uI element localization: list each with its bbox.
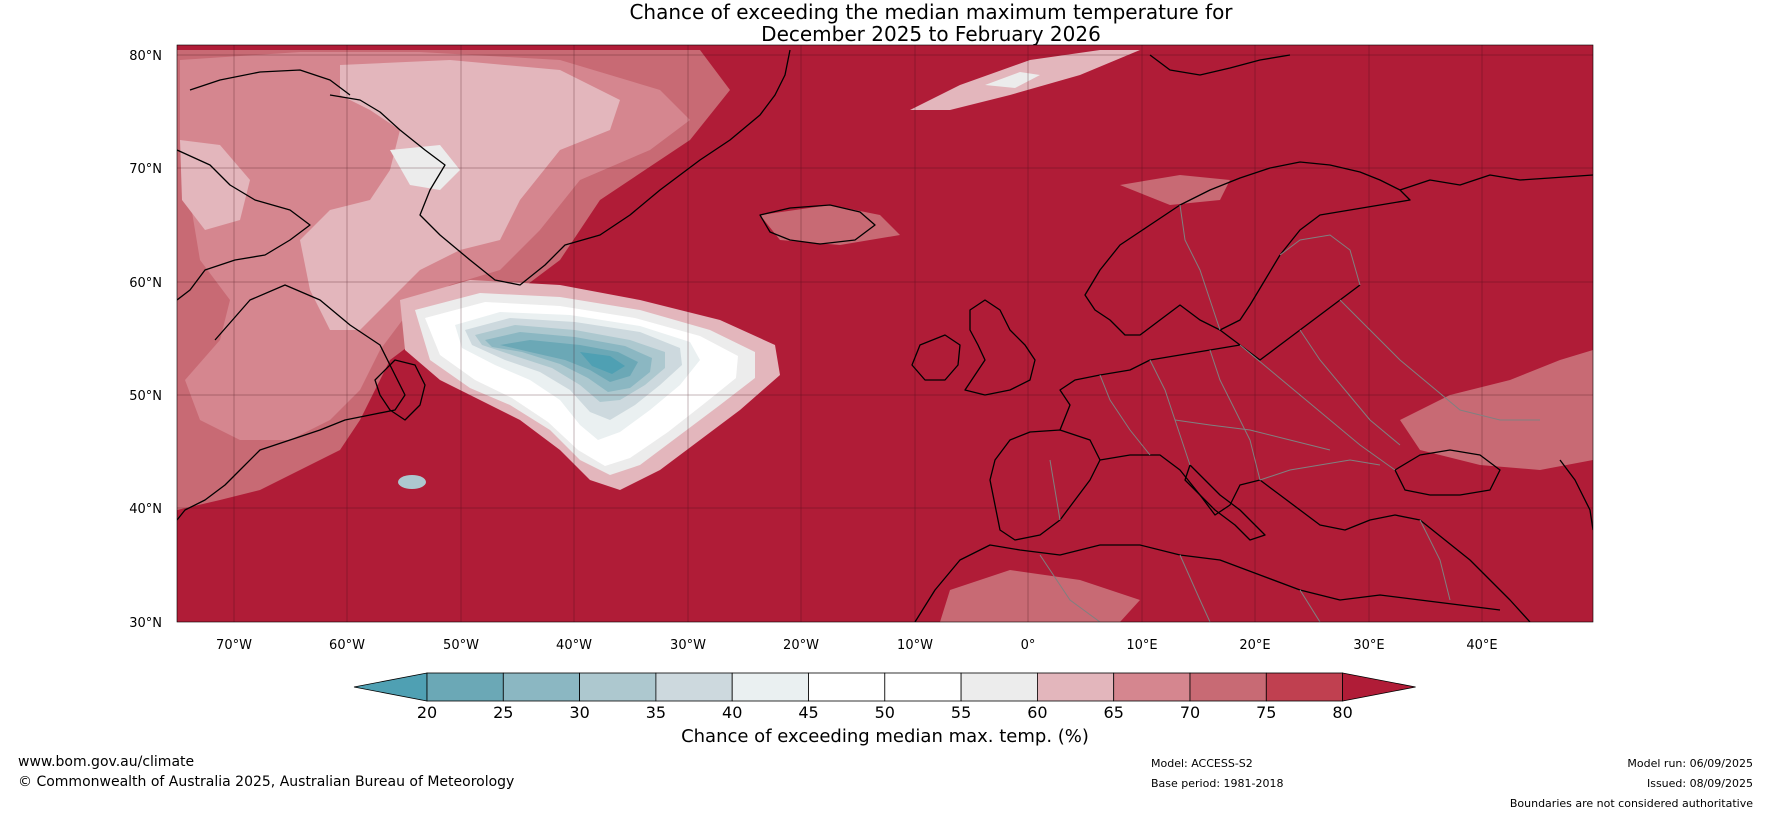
colorbar-segment: [579, 672, 657, 702]
lon-label: 30°E: [1353, 638, 1384, 653]
colorbar-tick-label: 65: [1104, 703, 1124, 722]
colorbar-segment: [655, 672, 733, 702]
colorbar-segment: [1037, 672, 1115, 702]
colorbar-tick-label: 30: [569, 703, 589, 722]
contour-60-greenland: [300, 60, 620, 330]
disclaimer-text: Boundaries are not considered authoritat…: [1509, 797, 1753, 810]
lon-label: 40°W: [556, 638, 592, 653]
issued-text: Issued: 08/09/2025: [1646, 777, 1753, 790]
lon-label: 20°W: [783, 638, 819, 653]
colorbar-tick-label: 25: [493, 703, 513, 722]
copyright-text: © Commonwealth of Australia 2025, Austra…: [18, 774, 515, 790]
colorbar-tick-label: 20: [417, 703, 437, 722]
map-gridlines: [177, 45, 1593, 622]
coast-scandinavia: [1084, 161, 1411, 336]
contour-55-arctic: [985, 72, 1040, 88]
base-period-text: Base period: 1981-2018: [1151, 777, 1284, 790]
lon-label: 0°: [1021, 638, 1036, 653]
lon-label: 20°E: [1239, 638, 1270, 653]
contour-70-iceland: [760, 205, 900, 245]
coast-labrador: [177, 284, 406, 521]
colorbar-tick-label: 40: [722, 703, 742, 722]
colorbar-segment: [960, 672, 1038, 702]
coast-black-sea: [1394, 449, 1501, 496]
map-frame: [176, 44, 1594, 623]
lon-label: 10°W: [897, 638, 933, 653]
coast-ireland: [911, 334, 961, 381]
contour-70-north-africa: [940, 570, 1140, 622]
colorbar-label: Chance of exceeding median max. temp. (%…: [681, 726, 1089, 747]
lat-label: 80°N: [129, 49, 162, 64]
colorbar-segment: [426, 672, 504, 702]
colorbar-ticks: 20 25 30 35 40 45 50 55 60 65 70 75 80: [417, 703, 1353, 722]
model-text: Model: ACCESS-S2: [1151, 757, 1253, 770]
coast-caspian: [1559, 459, 1593, 531]
colorbar-segment: [884, 672, 962, 702]
colorbar-segment: [731, 672, 809, 702]
lon-label: 60°W: [329, 638, 365, 653]
colorbar-segment: [1189, 672, 1267, 702]
chart-title-line1: Chance of exceeding the median maximum t…: [629, 0, 1233, 24]
colorbar-extension-high: [1342, 672, 1416, 702]
contour-25-atlantic: [500, 340, 638, 382]
contour-20-atlantic: [580, 352, 625, 374]
colorbar-tick-label: 70: [1180, 703, 1200, 722]
colorbar-extension-low: [353, 672, 428, 702]
coast-italy: [1184, 464, 1266, 541]
contour-55-greenland: [390, 145, 460, 190]
coast-greenland: [329, 49, 791, 286]
probability-contours: [177, 50, 1593, 622]
colorbar-tick-label: 75: [1256, 703, 1276, 722]
lon-label: 30°W: [670, 638, 706, 653]
coast-great-britain: [964, 299, 1036, 396]
colorbar-segment: [1265, 672, 1344, 702]
colorbar-segment: [808, 672, 886, 702]
country-borders: [1039, 204, 1540, 622]
website-text: www.bom.gov.au/climate: [18, 754, 195, 770]
latitude-labels: 80°N 70°N 60°N 50°N 40°N 30°N: [129, 49, 162, 631]
coast-iceland: [759, 204, 876, 245]
colorbar-tick-label: 50: [875, 703, 895, 722]
colorbar-tick-label: 35: [646, 703, 666, 722]
lat-label: 50°N: [129, 389, 162, 404]
chart-title-line2: December 2025 to February 2026: [761, 22, 1101, 46]
lat-label: 70°N: [129, 162, 162, 177]
coast-russia-north: [1399, 174, 1593, 191]
longitude-labels: 70°W 60°W 50°W 40°W 30°W 20°W 10°W 0° 10…: [216, 638, 1498, 653]
coast-baffin: [177, 149, 311, 301]
colorbar-tick-label: 60: [1027, 703, 1047, 722]
model-run-text: Model run: 06/09/2025: [1627, 757, 1753, 770]
coastlines: [177, 49, 1593, 622]
colorbar-segment: [1113, 672, 1191, 702]
coast-greenland-north: [189, 69, 351, 96]
lon-label: 70°W: [216, 638, 252, 653]
colorbar-tick-label: 45: [798, 703, 818, 722]
coast-france-lowlands: [1059, 344, 1241, 431]
lon-label: 40°E: [1466, 638, 1497, 653]
coast-newfoundland: [374, 359, 426, 421]
coast-svalbard: [1149, 54, 1291, 76]
colorbar-segment: [502, 672, 580, 702]
colorbar: [353, 672, 1416, 702]
lat-label: 30°N: [129, 616, 162, 631]
colorbar-tick-label: 55: [951, 703, 971, 722]
contour-70-russia: [1400, 350, 1593, 470]
contour-small-anomaly: [398, 475, 426, 489]
lon-label: 10°E: [1126, 638, 1157, 653]
lon-label: 50°W: [443, 638, 479, 653]
contour-70-norway: [1120, 175, 1230, 205]
lat-label: 60°N: [129, 276, 162, 291]
contour-60-baffin: [180, 140, 250, 230]
lat-label: 40°N: [129, 502, 162, 517]
colorbar-tick-label: 80: [1332, 703, 1352, 722]
coast-mediterranean: [1099, 454, 1531, 622]
